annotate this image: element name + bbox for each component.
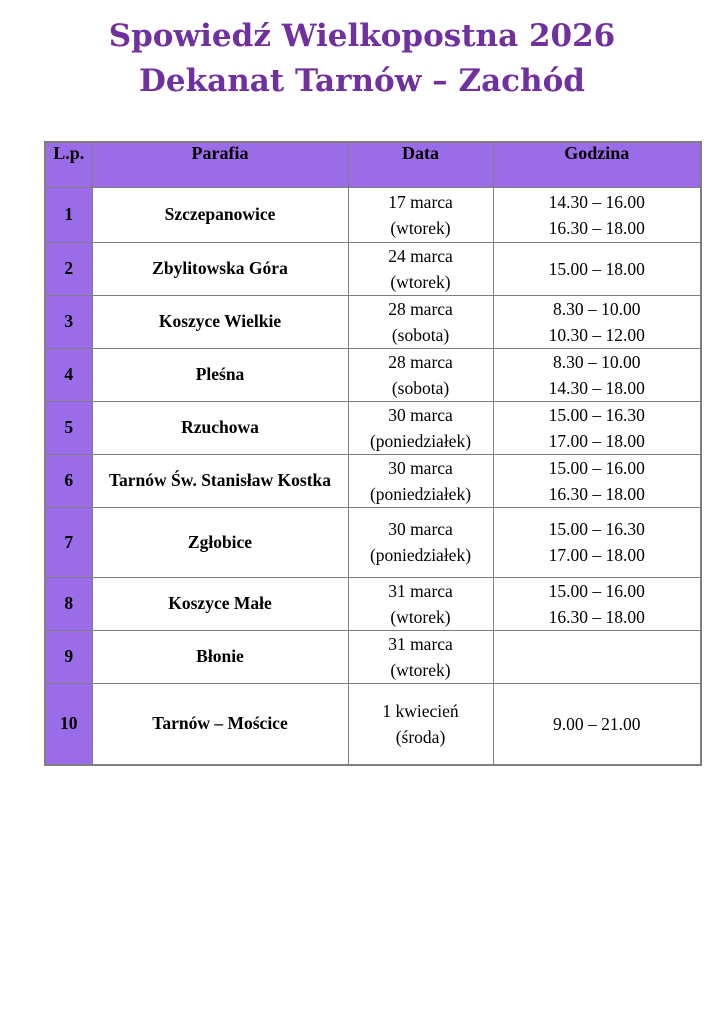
date-line2: (wtorek) bbox=[390, 271, 451, 292]
date-cell: 28 marca (sobota) bbox=[347, 347, 494, 402]
date-line1: 31 marca bbox=[388, 633, 453, 654]
date-line1: 30 marca bbox=[388, 404, 453, 425]
date-line2: (sobota) bbox=[391, 324, 450, 345]
parish-name: Koszyce Małe bbox=[91, 576, 349, 631]
time-line1: 15.00 – 16.00 bbox=[548, 580, 645, 601]
date-line2: (wtorek) bbox=[390, 217, 451, 238]
parish-name: Pleśna bbox=[91, 347, 349, 402]
header-godzina: Godzina bbox=[492, 141, 702, 188]
time-line2: 17.00 – 18.00 bbox=[548, 545, 645, 565]
header-parafia: Parafia bbox=[91, 141, 349, 188]
time-cell: 15.00 – 16.00 16.30 – 18.00 bbox=[492, 576, 702, 631]
date-cell: 30 marca (poniedziałek) bbox=[347, 400, 494, 455]
table-row: 2 Zbylitowska Góra 24 marca (wtorek) 15.0… bbox=[44, 241, 702, 296]
row-number: 10 bbox=[44, 682, 93, 766]
time-cell bbox=[492, 629, 702, 684]
time-line2: 16.30 – 18.00 bbox=[548, 606, 645, 627]
table-row: 6 Tarnów Św. Stanisław Kostka 30 marca (p… bbox=[44, 453, 702, 508]
date-line1: 31 marca bbox=[388, 580, 453, 601]
confession-schedule-table: L.p. Parafia Data Godzina 1 Szczepanowic… bbox=[44, 141, 702, 766]
parish-name: Tarnów – Mościce bbox=[91, 682, 349, 766]
page-title-line1: Spowiedź Wielkopostna 2026 bbox=[108, 18, 616, 54]
date-cell: 30 marca (poniedziałek) bbox=[347, 506, 494, 578]
date-cell: 24 marca (wtorek) bbox=[347, 241, 494, 296]
parish-name: Rzuchowa bbox=[91, 400, 349, 455]
parish-name: Zgłobice bbox=[91, 506, 349, 578]
time-line1: 14.30 – 16.00 bbox=[548, 191, 645, 212]
page-title: Spowiedź Wielkopostna 2026 Dekanat Tarnó… bbox=[0, 14, 724, 104]
time-cell: 9.00 – 21.00 bbox=[492, 682, 702, 766]
table-row: 1 Szczepanowice 17 marca (wtorek) 14.30 –… bbox=[44, 186, 702, 243]
table-row: 8 Koszyce Małe 31 marca (wtorek) 15.00 – … bbox=[44, 576, 702, 631]
date-line1: 17 marca bbox=[388, 191, 453, 212]
row-number: 9 bbox=[44, 629, 93, 684]
time-line1: 15.00 – 16.30 bbox=[548, 404, 645, 425]
row-number: 4 bbox=[44, 347, 93, 402]
time-line1: 15.00 – 18.00 bbox=[548, 258, 645, 279]
parish-name: Tarnów Św. Stanisław Kostka bbox=[91, 453, 349, 508]
row-number: 3 bbox=[44, 294, 93, 349]
time-cell: 14.30 – 16.00 16.30 – 18.00 bbox=[492, 186, 702, 243]
date-cell: 31 marca (wtorek) bbox=[347, 629, 494, 684]
table-row: 10 Tarnów – Mościce 1 kwiecień (środa) 9.… bbox=[44, 682, 702, 766]
table-row: 7 Zgłobice 30 marca (poniedziałek) 15.00 … bbox=[44, 506, 702, 578]
time-cell: 8.30 – 10.00 10.30 – 12.00 bbox=[492, 294, 702, 349]
time-cell: 8.30 – 10.00 14.30 – 18.00 bbox=[492, 347, 702, 402]
date-line2: (poniedziałek) bbox=[369, 545, 472, 565]
time-cell: 15.00 – 18.00 bbox=[492, 241, 702, 296]
header-lp: L.p. bbox=[44, 141, 93, 188]
time-line1: 15.00 – 16.00 bbox=[548, 457, 645, 478]
table-row: 5 Rzuchowa 30 marca (poniedziałek) 15.00 … bbox=[44, 400, 702, 455]
date-line2: (środa) bbox=[395, 726, 446, 747]
time-cell: 15.00 – 16.30 17.00 – 18.00 bbox=[492, 506, 702, 578]
time-cell: 15.00 – 16.00 16.30 – 18.00 bbox=[492, 453, 702, 508]
date-line1: 30 marca bbox=[388, 519, 453, 539]
date-cell: 31 marca (wtorek) bbox=[347, 576, 494, 631]
header-data: Data bbox=[347, 141, 494, 188]
time-line2: 16.30 – 18.00 bbox=[548, 217, 645, 238]
date-cell: 1 kwiecień (środa) bbox=[347, 682, 494, 766]
row-number: 5 bbox=[44, 400, 93, 455]
row-number: 6 bbox=[44, 453, 93, 508]
time-cell: 15.00 – 16.30 17.00 – 18.00 bbox=[492, 400, 702, 455]
date-line1: 24 marca bbox=[388, 245, 453, 266]
row-number: 1 bbox=[44, 186, 93, 243]
table-row: 3 Koszyce Wielkie 28 marca (sobota) 8.30 … bbox=[44, 294, 702, 349]
time-line1: 8.30 – 10.00 bbox=[553, 298, 641, 319]
date-line2: (poniedziałek) bbox=[369, 430, 472, 451]
table-row: 9 Błonie 31 marca (wtorek) bbox=[44, 629, 702, 684]
parish-name: Zbylitowska Góra bbox=[91, 241, 349, 296]
date-line2: (wtorek) bbox=[390, 659, 451, 680]
table-header-row: L.p. Parafia Data Godzina bbox=[44, 141, 702, 188]
row-number: 7 bbox=[44, 506, 93, 578]
page-title-line2: Dekanat Tarnów – Zachód bbox=[139, 63, 585, 99]
date-line1: 28 marca bbox=[388, 298, 453, 319]
time-line2: 17.00 – 18.00 bbox=[548, 430, 645, 451]
parish-name: Koszyce Wielkie bbox=[91, 294, 349, 349]
row-number: 2 bbox=[44, 241, 93, 296]
date-line1: 28 marca bbox=[388, 351, 453, 372]
date-line1: 30 marca bbox=[388, 457, 453, 478]
parish-name: Szczepanowice bbox=[91, 186, 349, 243]
parish-name: Błonie bbox=[91, 629, 349, 684]
time-line2: 14.30 – 18.00 bbox=[548, 377, 645, 398]
table-row: 4 Pleśna 28 marca (sobota) 8.30 – 10.00 14… bbox=[44, 347, 702, 402]
date-cell: 30 marca (poniedziałek) bbox=[347, 453, 494, 508]
time-line1: 9.00 – 21.00 bbox=[553, 713, 641, 734]
date-line2: (poniedziałek) bbox=[369, 483, 472, 504]
time-line1: 15.00 – 16.30 bbox=[548, 519, 645, 539]
date-line2: (sobota) bbox=[391, 377, 450, 398]
time-line1: 8.30 – 10.00 bbox=[553, 351, 641, 372]
date-line1: 1 kwiecień bbox=[382, 700, 459, 721]
row-number: 8 bbox=[44, 576, 93, 631]
date-cell: 28 marca (sobota) bbox=[347, 294, 494, 349]
time-line2: 10.30 – 12.00 bbox=[548, 324, 645, 345]
time-line2: 16.30 – 18.00 bbox=[548, 483, 645, 504]
date-line2: (wtorek) bbox=[390, 606, 451, 627]
date-cell: 17 marca (wtorek) bbox=[347, 186, 494, 243]
